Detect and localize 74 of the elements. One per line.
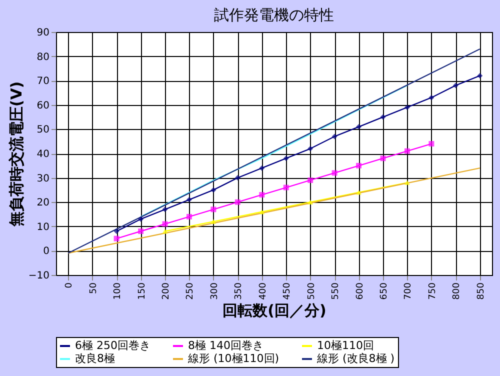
point xyxy=(477,73,483,78)
y-tick-label: 70 xyxy=(36,76,50,88)
point xyxy=(380,156,386,162)
x-tick-label: 50 xyxy=(88,282,99,294)
x-tick-label: 400 xyxy=(258,282,268,300)
point xyxy=(234,199,240,205)
y-tick-label: 0 xyxy=(43,246,50,258)
point xyxy=(138,216,144,222)
point xyxy=(186,214,192,220)
x-tick-label: 350 xyxy=(234,282,244,300)
point xyxy=(356,190,362,195)
point xyxy=(332,134,338,140)
x-tick-label: 700 xyxy=(404,282,414,300)
y-tick-label: 30 xyxy=(36,173,50,184)
point xyxy=(210,219,216,224)
point xyxy=(404,104,410,110)
point xyxy=(138,228,144,234)
point xyxy=(404,148,410,154)
point xyxy=(259,165,265,171)
x-tick-label: 750 xyxy=(428,282,438,300)
legend-label: 線形 (10極110回) xyxy=(187,352,280,365)
point xyxy=(356,162,362,168)
point xyxy=(308,146,314,152)
y-tick-label: 80 xyxy=(36,52,50,63)
point xyxy=(259,209,265,214)
point xyxy=(210,187,216,193)
point xyxy=(259,192,265,198)
point xyxy=(404,180,410,186)
x-tick-label: 100 xyxy=(113,282,124,300)
legend-label: 10極110回 xyxy=(317,339,374,352)
x-tick-label: 550 xyxy=(331,282,342,300)
x-tick-label: 450 xyxy=(282,282,293,300)
y-tick-label: −10 xyxy=(28,270,50,282)
y-axis-title: 無負荷時交流電圧(V) xyxy=(7,81,26,228)
y-tick-label: 60 xyxy=(36,100,50,112)
point xyxy=(283,156,289,162)
point xyxy=(428,141,434,147)
x-tick-label: 600 xyxy=(355,282,366,300)
point xyxy=(332,170,338,176)
y-tick-label: 10 xyxy=(36,222,50,233)
point xyxy=(186,196,192,202)
point xyxy=(380,114,386,120)
point xyxy=(283,184,289,190)
x-tick-label: 650 xyxy=(380,282,390,300)
x-tick-label: 800 xyxy=(452,282,462,300)
point xyxy=(114,236,120,242)
legend-label: 8極 140回巻き xyxy=(188,339,264,352)
point xyxy=(234,175,240,181)
x-axis-title: 回転数(回／分) xyxy=(222,302,326,320)
legend-label: 線形 (改良8極 ) xyxy=(316,352,395,365)
legend-label: 6極 250回巻き xyxy=(75,339,150,352)
point xyxy=(162,206,168,212)
point xyxy=(114,228,120,234)
legend-label: 改良8極 xyxy=(75,352,115,365)
point xyxy=(428,94,434,100)
point xyxy=(162,228,168,234)
y-tick-label: 20 xyxy=(36,198,50,209)
point xyxy=(452,82,458,88)
x-tick-label: 500 xyxy=(306,282,317,300)
x-tick-label: 250 xyxy=(186,282,196,300)
y-tick-label: 50 xyxy=(36,124,50,136)
x-tick-label: 200 xyxy=(162,282,172,300)
point xyxy=(308,177,314,183)
point xyxy=(356,124,362,130)
y-tick-label: 40 xyxy=(36,149,50,160)
x-tick-label: 850 xyxy=(476,282,486,300)
point xyxy=(308,200,314,204)
x-tick-label: 0 xyxy=(64,282,75,288)
y-tick-label: 90 xyxy=(36,28,50,38)
chart-title: 試作発電機の特性 xyxy=(214,6,334,24)
point xyxy=(210,206,216,212)
point xyxy=(162,221,168,227)
x-tick-label: 300 xyxy=(210,282,220,300)
x-tick-label: 150 xyxy=(137,282,148,300)
